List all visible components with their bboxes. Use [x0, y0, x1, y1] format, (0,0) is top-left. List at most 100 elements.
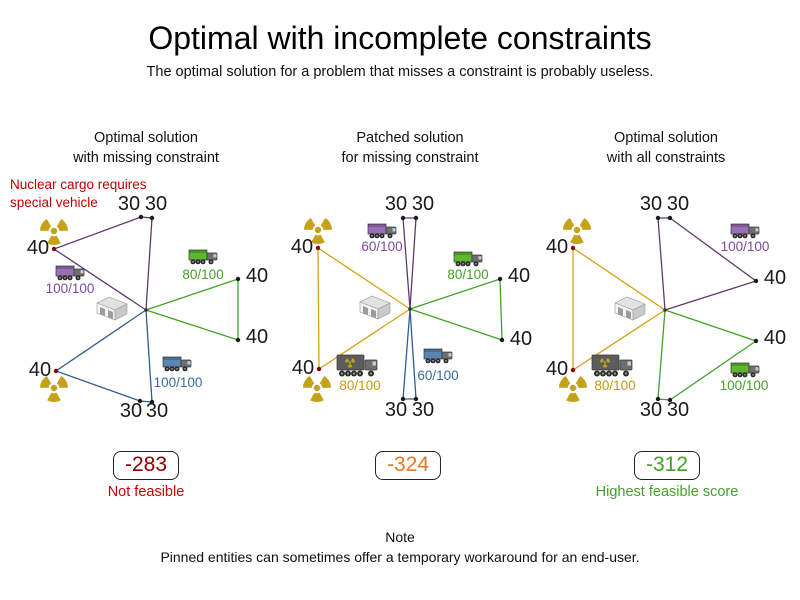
- nuclear-visit-node: [570, 367, 576, 373]
- depot-hub-node: [144, 308, 148, 312]
- visit-demand-label: 40: [546, 236, 568, 258]
- vehicle-capacity-label: 100/100: [721, 239, 770, 254]
- depot-icon: [614, 296, 646, 321]
- visit-demand-label: 30: [120, 400, 142, 422]
- visit-demand-label: 30: [667, 399, 689, 421]
- visit-node: [667, 215, 673, 221]
- nuclear-visit-node: [53, 368, 59, 374]
- vehicle-capacity-label: 100/100: [154, 375, 203, 390]
- truck-nuclear-mark-icon: [345, 358, 355, 368]
- route-green: [409, 278, 503, 341]
- visit-demand-label: 40: [510, 328, 532, 350]
- panel1-score-value: -283: [124, 453, 168, 476]
- panel3-score-value: -312: [645, 453, 689, 476]
- visit-node: [499, 337, 505, 343]
- vehicle-capacity-label: 100/100: [720, 378, 769, 393]
- visit-demand-label: 30: [412, 399, 434, 421]
- panel3-header-line1: Optimal solution: [614, 130, 718, 146]
- route-gold: [572, 246, 666, 372]
- visit-demand-label: 30: [640, 193, 662, 215]
- visit-demand-label: 30: [385, 399, 407, 421]
- truck-icon: [336, 354, 378, 377]
- visit-demand-label: 40: [246, 265, 268, 287]
- route-blue: [54, 309, 153, 403]
- visit-node: [655, 215, 661, 221]
- visit-node: [753, 278, 759, 284]
- visit-demand-label: 40: [246, 326, 268, 348]
- nuclear-icon: [40, 219, 68, 245]
- route-purple: [52, 216, 153, 311]
- route-green: [145, 278, 239, 341]
- vehicle-capacity-label: 60/100: [361, 239, 402, 254]
- truck-icon: [55, 265, 85, 281]
- vehicle-capacity-label: 100/100: [46, 281, 95, 296]
- panel2-score-box: -324: [374, 451, 442, 480]
- truck-icon: [367, 223, 397, 239]
- visit-demand-label: 40: [291, 236, 313, 258]
- panel2-header: Patched solution for missing constraint: [270, 128, 550, 168]
- note-heading: Note: [385, 529, 415, 545]
- visit-demand-label: 30: [640, 399, 662, 421]
- depot-hub-node: [663, 308, 667, 312]
- nuclear-constraint-annotation: Nuclear cargo requires special vehicle: [10, 176, 147, 211]
- panel3-score-box: -312: [633, 451, 701, 480]
- panel1-header-line2: with missing constraint: [73, 150, 219, 166]
- visit-demand-label: 30: [118, 193, 140, 215]
- visit-node: [149, 399, 155, 405]
- panel3-header: Optimal solution with all constraints: [526, 128, 800, 168]
- truck-icon: [730, 362, 760, 378]
- visit-demand-label: 40: [764, 267, 786, 289]
- vehicle-capacity-label: 80/100: [594, 378, 635, 393]
- depot-icon: [359, 295, 391, 320]
- truck-icon: [730, 223, 760, 239]
- visit-node: [235, 337, 241, 343]
- visit-node: [413, 396, 419, 402]
- route-gold: [317, 246, 411, 371]
- nuclear-visit-node: [570, 245, 576, 251]
- visit-node: [753, 338, 759, 344]
- page-subtitle: The optimal solution for a problem that …: [146, 64, 654, 80]
- visit-node: [235, 276, 241, 282]
- visit-node: [137, 398, 143, 404]
- nuclear-icon: [304, 218, 332, 244]
- panel3-verdict: Highest feasible score: [595, 484, 739, 500]
- visit-demand-label: 40: [764, 327, 786, 349]
- nuclear-icon: [303, 376, 331, 402]
- nuclear-icon: [559, 376, 587, 402]
- truck-nuclear-mark-icon: [600, 358, 610, 368]
- panel3-header-line2: with all constraints: [606, 150, 726, 166]
- panel2-header-line1: Patched solution: [356, 130, 464, 146]
- truck-icon: [188, 249, 218, 265]
- visit-demand-label: 40: [292, 357, 314, 379]
- visit-node: [655, 396, 661, 402]
- truck-icon: [162, 356, 192, 372]
- page-title: Optimal with incomplete constraints: [148, 20, 652, 56]
- nuclear-icon: [563, 218, 591, 244]
- depot-icon: [96, 296, 128, 321]
- note-body: Pinned entities can sometimes offer a te…: [160, 549, 640, 565]
- truck-icon: [591, 354, 633, 377]
- route-purple: [402, 217, 417, 310]
- truck-icon: [423, 348, 453, 364]
- panel1-score-box: -283: [112, 451, 180, 480]
- annotation-line1: Nuclear cargo requires: [10, 177, 147, 192]
- vehicle-capacity-label: 60/100: [417, 368, 458, 383]
- nuclear-icon: [40, 376, 68, 402]
- visit-demand-label: 30: [146, 400, 168, 422]
- panel2-score-value: -324: [386, 453, 430, 476]
- visit-node: [149, 215, 155, 221]
- visit-node: [667, 397, 673, 403]
- nuclear-visit-node: [315, 245, 321, 251]
- visit-node: [497, 276, 503, 282]
- visit-node: [138, 214, 144, 220]
- visit-demand-label: 40: [27, 237, 49, 259]
- vehicle-capacity-label: 80/100: [339, 378, 380, 393]
- panel1-header-line1: Optimal solution: [94, 130, 198, 146]
- visit-node: [400, 396, 406, 402]
- visit-node: [413, 215, 419, 221]
- panel1-header: Optimal solution with missing constraint: [6, 128, 286, 168]
